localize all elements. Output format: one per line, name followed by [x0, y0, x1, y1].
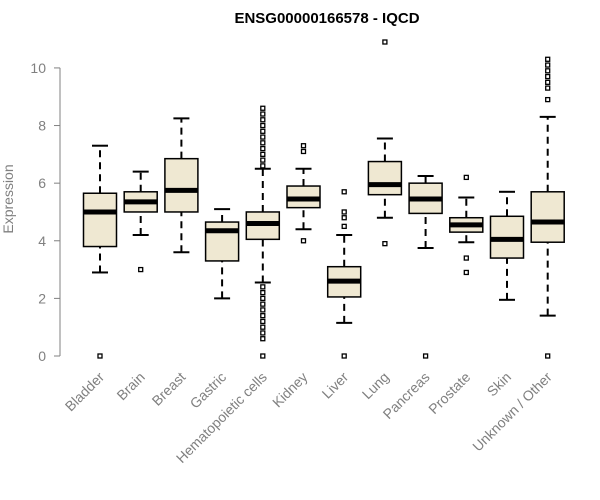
- outlier-point: [260, 111, 266, 117]
- box-hematopoietic-cells: [245, 105, 281, 359]
- box-skin: [489, 190, 525, 301]
- category-label: Lung: [359, 369, 392, 402]
- category-label: Prostate: [425, 369, 473, 417]
- outlier-point: [382, 241, 388, 247]
- category-label: Breast: [149, 369, 189, 409]
- box-prostate: [449, 174, 484, 276]
- outlier-point: [341, 189, 347, 195]
- outlier-point: [545, 68, 551, 74]
- outlier-point: [260, 105, 266, 111]
- outlier-point: [97, 353, 103, 359]
- outlier-point: [545, 79, 551, 85]
- chart-title: ENSG00000166578 - IQCD: [234, 10, 419, 27]
- outlier-point: [463, 255, 469, 261]
- y-tick-label: 6: [38, 175, 46, 191]
- iqr-box: [164, 157, 199, 213]
- box-breast: [164, 117, 199, 254]
- outlier-point: [260, 117, 266, 123]
- y-axis: 0 2 4 6 8 10: [30, 60, 61, 364]
- outlier-point: [260, 163, 266, 169]
- outlier-point: [260, 324, 266, 330]
- category-label: Brain: [113, 369, 147, 403]
- outlier-point: [260, 151, 266, 157]
- outlier-point: [545, 96, 551, 103]
- outlier-point: [260, 122, 266, 129]
- iqr-box: [530, 191, 565, 243]
- category-label: Liver: [319, 369, 352, 402]
- outlier-point: [260, 301, 266, 307]
- iqr-box: [204, 221, 240, 262]
- y-tick-label: 10: [30, 60, 46, 76]
- box-kidney: [286, 143, 321, 244]
- outlier-point: [463, 174, 469, 181]
- outlier-point: [260, 336, 266, 342]
- outlier-point: [260, 295, 266, 302]
- boxes-group: [82, 39, 565, 359]
- outlier-point: [300, 143, 307, 149]
- outlier-point: [300, 148, 307, 155]
- outlier-point: [545, 353, 551, 359]
- box-unknown-other: [530, 56, 565, 359]
- outlier-point: [260, 140, 266, 146]
- outlier-point: [260, 318, 266, 325]
- y-tick-label: 0: [38, 348, 46, 364]
- outlier-point: [260, 313, 266, 319]
- outlier-point: [545, 56, 551, 62]
- y-tick-label: 4: [38, 233, 46, 249]
- y-tick-label: 8: [38, 118, 46, 134]
- outlier-point: [341, 223, 347, 230]
- box-lung: [367, 39, 403, 247]
- y-axis-label: Expression: [0, 164, 16, 233]
- outlier-point: [382, 39, 388, 45]
- outlier-point: [260, 128, 266, 134]
- outlier-point: [341, 209, 347, 215]
- category-label: Kidney: [269, 369, 311, 411]
- iqr-box: [82, 192, 118, 248]
- outlier-point: [545, 73, 551, 80]
- box-gastric: [204, 208, 240, 300]
- outlier-point: [341, 353, 347, 359]
- outlier-point: [138, 266, 144, 273]
- outlier-point: [260, 145, 266, 152]
- outlier-point: [545, 85, 551, 91]
- box-pancreas: [408, 174, 443, 359]
- outlier-point: [260, 157, 266, 163]
- outlier-point: [545, 62, 551, 68]
- outlier-point: [260, 330, 266, 336]
- box-liver: [326, 189, 362, 359]
- box-bladder: [82, 144, 118, 359]
- category-label: Skin: [484, 369, 515, 400]
- outlier-point: [300, 238, 307, 244]
- iqr-box: [367, 160, 403, 196]
- outlier-point: [260, 134, 266, 140]
- outlier-point: [422, 353, 429, 359]
- category-label: Bladder: [62, 369, 108, 415]
- y-tick-label: 2: [38, 290, 46, 306]
- outlier-point: [260, 307, 266, 313]
- outlier-point: [260, 353, 266, 359]
- box-brain: [123, 170, 158, 273]
- outlier-point: [260, 289, 266, 296]
- outlier-point: [341, 215, 347, 221]
- outlier-point: [463, 269, 469, 276]
- outlier-point: [260, 284, 266, 290]
